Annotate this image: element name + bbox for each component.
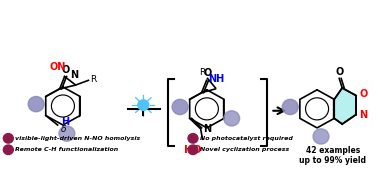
Text: O: O — [359, 89, 367, 99]
Text: R: R — [90, 75, 97, 84]
Circle shape — [138, 100, 149, 110]
Text: ON: ON — [50, 62, 66, 72]
Text: δ: δ — [60, 125, 66, 134]
Text: O: O — [203, 69, 212, 78]
Text: No photocatalyst required: No photocatalyst required — [200, 136, 293, 141]
Polygon shape — [334, 88, 356, 124]
Text: O: O — [335, 66, 343, 76]
Text: Remote C-H functionalization: Remote C-H functionalization — [15, 147, 119, 152]
Circle shape — [28, 97, 44, 112]
Circle shape — [3, 134, 13, 143]
Circle shape — [282, 99, 298, 115]
Text: Novel cyclization process: Novel cyclization process — [200, 147, 289, 152]
Circle shape — [3, 145, 13, 155]
Text: N: N — [359, 110, 367, 120]
Circle shape — [188, 134, 198, 143]
Text: HO: HO — [184, 145, 201, 155]
Text: NH: NH — [208, 74, 225, 84]
Text: N: N — [70, 70, 79, 80]
Circle shape — [172, 99, 188, 115]
Text: R: R — [199, 67, 206, 76]
Circle shape — [313, 129, 329, 144]
Text: 42 examples
up to 99% yield: 42 examples up to 99% yield — [299, 146, 366, 165]
Circle shape — [59, 126, 75, 141]
Text: H: H — [60, 117, 69, 127]
Text: O: O — [62, 65, 70, 75]
Text: visible-light-driven N-NO homolysis: visible-light-driven N-NO homolysis — [15, 136, 141, 141]
Text: N: N — [204, 124, 212, 134]
Circle shape — [224, 111, 240, 126]
Circle shape — [188, 145, 198, 155]
